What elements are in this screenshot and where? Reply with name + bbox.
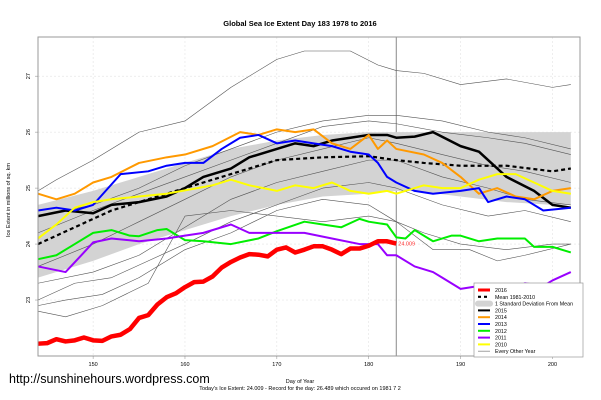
axis-ticks: 150 160 170 180 190 200 23 24 25 26 27 [26,73,557,368]
plot-frame [37,36,581,357]
series-line-year [37,115,571,217]
series-line-2015 [37,130,572,218]
series-line-year [37,120,571,234]
legend-label: 1 Standard Deviation From Mean [495,302,573,308]
legend-label: 2014 [495,315,507,321]
x-axis-label: Day of Year [286,379,315,385]
series-line-2012 [37,217,572,261]
today-value-label: 24.009 [398,242,415,248]
legend-label: Mean 1981-2010 [495,295,535,301]
chart-title: Global Sea Ice Extent Day 183 1978 to 20… [223,19,376,28]
legend-label: Every Other Year [495,349,536,355]
footer-note: Today's Ice Extent: 24.009 - Record for … [199,386,401,392]
legend-label: 2013 [495,322,507,328]
legend-label: 2011 [495,336,506,342]
x-tick-label: 180 [364,362,373,368]
y-axis-label: Ice Extent in millions of sq. km [6,163,12,237]
series-line-2010 [37,173,571,240]
series-line-year [37,210,571,318]
series-line-2013 [37,133,571,212]
x-tick-label: 160 [180,362,189,368]
series-line-year [37,182,571,301]
y-tick-label: 23 [26,297,32,303]
series-lines [37,50,572,346]
x-tick-label: 170 [272,362,281,368]
source-url: http://sunshinehours.wordpress.com [9,372,210,386]
y-tick-label: 26 [26,129,32,135]
series-line-every-other-year [37,50,571,192]
series-line-year [37,159,571,284]
y-tick-label: 27 [26,73,32,79]
x-tick-label: 200 [548,362,557,368]
series-line-year [37,198,571,306]
x-tick-label: 190 [456,362,465,368]
series-line-2016 [37,239,397,346]
std-deviation-band [38,132,571,278]
legend-label: 2010 [495,342,507,348]
y-tick-label: 25 [26,185,32,191]
legend-label: 2015 [495,308,507,314]
legend-label: 2012 [495,329,507,335]
legend-label: 2016 [495,288,507,294]
x-tick-label: 150 [89,362,98,368]
legend-box [473,282,584,358]
y-tick-label: 24 [26,241,32,247]
series-line-2014 [37,128,571,201]
std-band [38,132,571,278]
